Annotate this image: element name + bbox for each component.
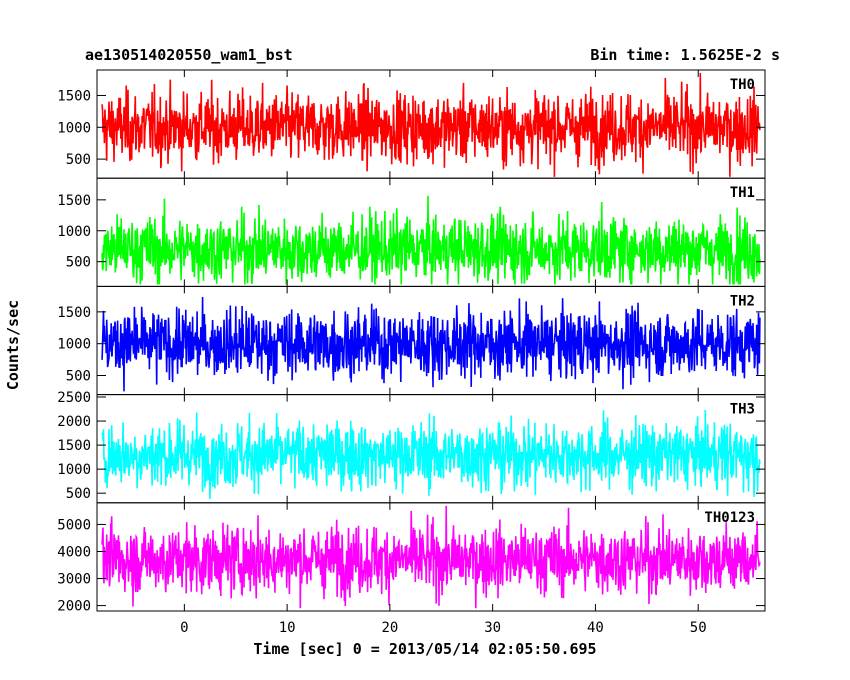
panel-th0123: 2000 3000 4000 5000 TH0123 <box>57 502 766 615</box>
x-tick-label: 10 <box>279 620 296 636</box>
y-tick-label: 500 <box>66 486 91 502</box>
panel-label: TH0123 <box>704 510 755 526</box>
x-axis-label: Time [sec] 0 = 2013/05/14 02:05:50.695 <box>253 640 596 658</box>
series-th1 <box>101 195 761 285</box>
series-th0 <box>101 72 761 177</box>
x-tick-label: 20 <box>381 620 398 636</box>
y-tick-label: 1500 <box>57 88 91 104</box>
x-tick-label: 50 <box>690 620 707 636</box>
y-tick-label: 1000 <box>57 120 91 136</box>
panel-label: TH2 <box>730 293 755 309</box>
y-tick-label: 5000 <box>57 517 91 533</box>
y-tick-label: 1000 <box>57 337 91 353</box>
y-tick-label: 2500 <box>57 390 91 406</box>
x-tick-label: 30 <box>484 620 501 636</box>
y-tick-label: 1500 <box>57 438 91 454</box>
y-tick-label: 1000 <box>57 462 91 478</box>
y-tick-label: 1500 <box>57 193 91 209</box>
chart-title: ae130514020550_wam1_bst <box>85 46 293 64</box>
panels: 500 1000 1500 TH0 500 1000 1500 TH1 500 1000 1500 T… <box>57 69 766 615</box>
y-tick-label: 3000 <box>57 572 91 588</box>
y-tick-label: 500 <box>66 369 91 385</box>
y-tick-label: 2000 <box>57 414 91 430</box>
panel-th3: 500 1000 1500 2000 2500 TH3 <box>57 390 766 504</box>
y-tick-label: 1500 <box>57 305 91 321</box>
y-tick-label: 500 <box>66 152 91 168</box>
y-tick-label: 500 <box>66 255 91 271</box>
panel-th0: 500 1000 1500 TH0 <box>57 69 766 179</box>
series-th2 <box>101 296 761 392</box>
x-axis: 0 10 20 30 40 50 <box>180 620 706 636</box>
series-th3 <box>101 409 761 500</box>
panel-frame <box>96 502 766 612</box>
panel-label: TH3 <box>730 402 755 418</box>
y-tick-label: 2000 <box>57 599 91 615</box>
panel-label: TH0 <box>730 77 755 93</box>
panel-th2: 500 1000 1500 TH2 <box>57 285 766 396</box>
panel-label: TH1 <box>730 185 755 201</box>
chart-subtitle: Bin time: 1.5625E-2 s <box>590 46 780 64</box>
series-th0123 <box>101 505 761 609</box>
panel-th1: 500 1000 1500 TH1 <box>57 177 766 287</box>
y-tick-label: 4000 <box>57 544 91 560</box>
y-axis-label: Counts/sec <box>4 300 22 390</box>
x-tick-label: 40 <box>587 620 604 636</box>
x-tick-label: 0 <box>180 620 188 636</box>
y-tick-label: 1000 <box>57 224 91 240</box>
